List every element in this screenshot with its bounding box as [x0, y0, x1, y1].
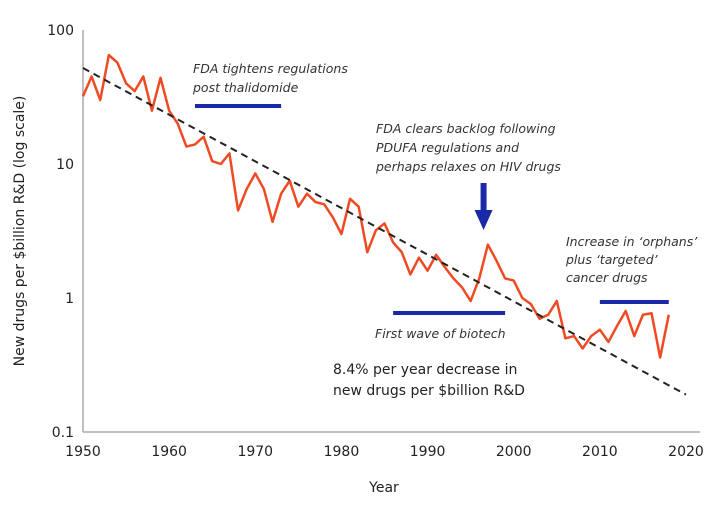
annotation-text: perhaps relaxes on HIV drugs: [375, 159, 561, 174]
data-series-line: [81, 53, 670, 359]
arrow-head-icon: [474, 210, 493, 230]
annotation-text: FDA tightens regulations: [193, 61, 348, 76]
annotation-text: cancer drugs: [566, 270, 648, 285]
annotation-text: Increase in ‘orphans’: [566, 234, 698, 249]
y-tick-label: 0.1: [52, 425, 74, 441]
annotation-text: First wave of biotech: [375, 326, 506, 341]
annotation-text: FDA clears backlog following: [376, 121, 556, 136]
x-tick-label: 2000: [496, 444, 532, 460]
x-tick-label: 1990: [410, 444, 446, 460]
annotation-text: post thalidomide: [192, 80, 299, 95]
x-tick-label: 2020: [668, 444, 704, 460]
x-tick-label: 1960: [151, 444, 187, 460]
y-tick-label: 10: [56, 157, 74, 173]
x-tick-label: 1980: [324, 444, 360, 460]
annotation-text: plus ‘targeted’: [565, 252, 659, 267]
x-axis-label: Year: [368, 480, 399, 496]
y-axis-label: New drugs per $billion R&D (log scale): [12, 96, 28, 367]
trend-line: [82, 67, 687, 396]
y-tick-label: 1: [65, 291, 74, 307]
x-tick-label: 1950: [65, 444, 101, 460]
annotation-text: 8.4% per year decrease in: [333, 362, 517, 378]
x-tick-label: 2010: [582, 444, 618, 460]
x-tick-label: 1970: [237, 444, 273, 460]
y-tick-label: 100: [47, 23, 74, 39]
annotation-text: new drugs per $billion R&D: [333, 383, 525, 399]
annotation-text: PDUFA regulations and: [376, 140, 519, 155]
